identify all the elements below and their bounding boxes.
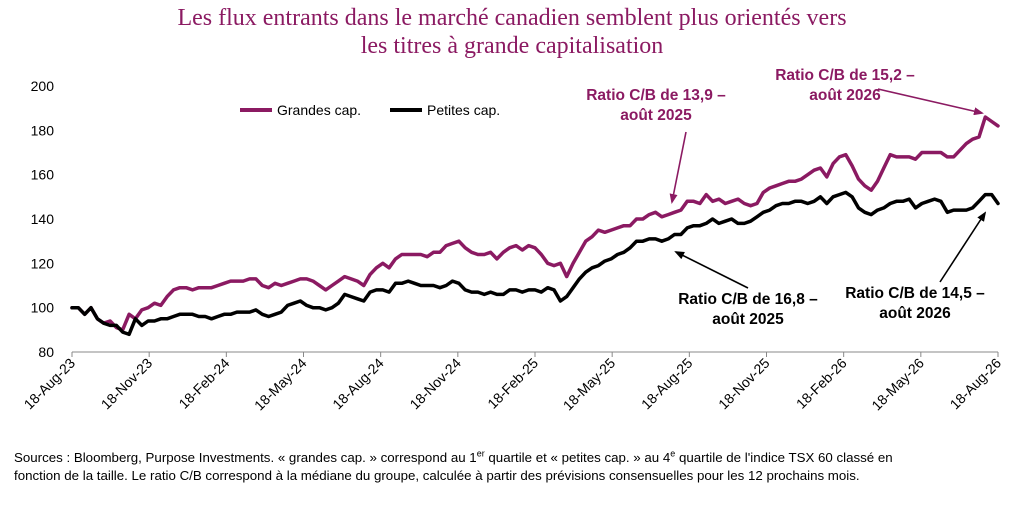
x-tick-label: 18-Nov-24 [406, 355, 464, 413]
x-tick-label: 18-Aug-25 [638, 355, 696, 413]
x-tick-label: 18-Nov-23 [98, 355, 156, 413]
annotation-arrow [877, 88, 984, 116]
legend-label: Grandes cap. [277, 102, 361, 118]
y-tick-label: 200 [31, 78, 55, 94]
x-tick-label: 18-Feb-26 [793, 355, 850, 412]
series-line-large-cap [70, 115, 1000, 332]
chart-title-line-2: les titres à grande capitalisation [360, 33, 664, 59]
legend: Grandes cap. Petites cap. [240, 102, 500, 118]
annotation-label: août 2026 [809, 87, 881, 104]
footnote-line-1: Sources : Bloomberg, Purpose Investments… [14, 448, 893, 465]
x-tick-label: 18-Nov-25 [715, 355, 773, 413]
annotation-arrow [674, 251, 749, 289]
legend-label: Petites cap. [427, 102, 500, 118]
annotation-label: août 2025 [620, 107, 692, 124]
series-line-small-cap [70, 190, 1000, 337]
annotation-label: Ratio C/B de 13,9 – [586, 87, 726, 104]
annotation-label: août 2025 [712, 311, 784, 328]
x-tick-label: 18-May-25 [560, 355, 619, 414]
annotation-label: Ratio C/B de 14,5 – [845, 285, 985, 302]
chart-title: Les flux entrants dans le marché canadie… [0, 4, 1024, 60]
annotation-layer: Ratio C/B de 13,9 – août 2025 Ratio C/B de… [586, 67, 987, 328]
y-tick-label: 80 [38, 344, 54, 360]
x-tick-label: 18-Aug-26 [947, 355, 1005, 413]
y-tick-label: 100 [31, 300, 55, 316]
x-tick-label: 18-May-26 [868, 355, 927, 414]
x-tick-label: 18-Feb-24 [175, 355, 232, 412]
chart-title-line-1: Les flux entrants dans le marché canadie… [177, 5, 847, 31]
annotation-label: Ratio C/B de 15,2 – [775, 67, 915, 84]
x-tick-label: 18-May-24 [251, 355, 310, 414]
footnote: Sources : Bloomberg, Purpose Investments… [14, 449, 1014, 485]
x-tick-label: 18-Aug-24 [329, 355, 387, 413]
y-tick-label: 120 [31, 255, 55, 271]
y-tick-label: 180 [31, 122, 55, 138]
x-tick-label: 18-Feb-25 [484, 355, 541, 412]
x-tick-label: 18-Aug-23 [21, 355, 79, 413]
annotation-arrow [939, 211, 987, 283]
y-tick-label: 160 [31, 167, 55, 183]
line-chart: 80 100 120 140 160 180 200 18-Aug-23 18-Nov-23 18… [21, 67, 1005, 414]
series-layer [70, 115, 1000, 337]
annotation-label: Ratio C/B de 16,8 – [678, 291, 818, 308]
y-tick-label: 140 [31, 211, 55, 227]
annotation-label: août 2026 [879, 305, 951, 322]
annotation-arrow [669, 131, 687, 204]
footnote-line-2: fonction de la taille. Le ratio C/B corr… [14, 468, 860, 483]
